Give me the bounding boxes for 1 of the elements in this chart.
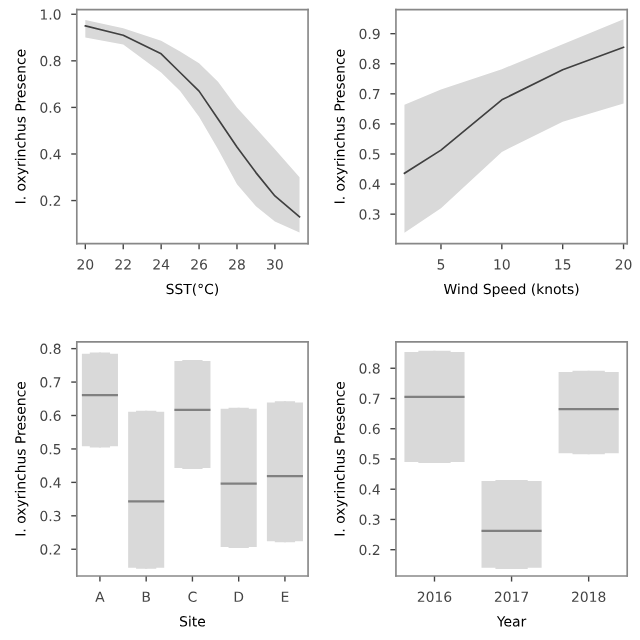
line-series — [403, 46, 625, 175]
